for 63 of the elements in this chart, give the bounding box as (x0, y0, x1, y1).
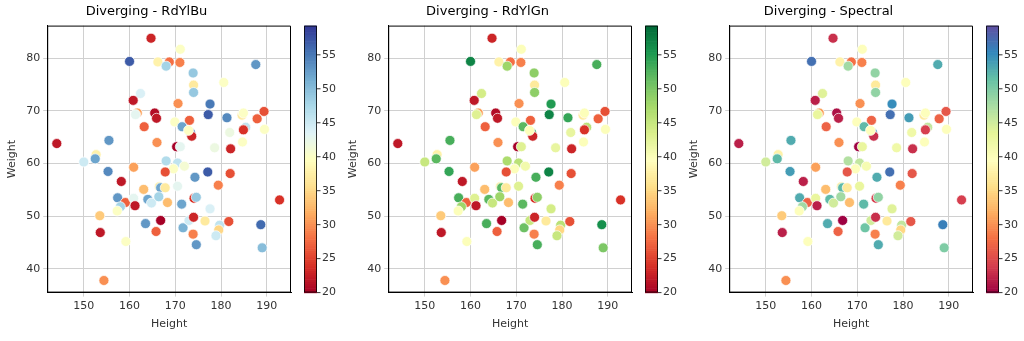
color-bar-label: 50 (1004, 81, 1018, 95)
y-axis-title: Weight (5, 139, 19, 179)
y-tick-label: 70 (26, 103, 41, 117)
y-axis-title: Weight (687, 139, 701, 179)
y-tick-label: 50 (708, 209, 723, 223)
color-bar-label: 30 (1004, 217, 1018, 231)
y-tick-label: 70 (367, 103, 382, 117)
x-axis-title: Height (832, 317, 870, 331)
chart-title: Diverging - RdYlBu (85, 3, 208, 19)
y-tick-label: 50 (367, 209, 382, 223)
color-bar-label: 25 (663, 251, 677, 265)
y-tick-label: 80 (708, 51, 723, 65)
x-tick-label: 190 (938, 299, 960, 313)
chart-title: Diverging - RdYlGn (426, 3, 549, 19)
color-bar-label: 55 (1004, 47, 1018, 61)
color-bar-label: 45 (1004, 115, 1018, 129)
color-bar-label: 50 (322, 81, 336, 95)
chart-title: Diverging - Spectral (763, 3, 894, 19)
x-tick-label: 150 (755, 299, 777, 313)
x-tick-label: 170 (505, 299, 527, 313)
color-bar-label: 20 (663, 285, 677, 299)
x-tick-label: 180 (210, 299, 232, 313)
color-bar-label: 30 (322, 217, 336, 231)
y-tick-label: 60 (26, 156, 41, 170)
y-tick-label: 70 (708, 103, 723, 117)
color-bar-label: 25 (322, 251, 336, 265)
y-tick-label: 80 (26, 51, 41, 65)
y-tick-label: 80 (367, 51, 382, 65)
x-tick-label: 180 (892, 299, 914, 313)
color-bar-label: 40 (1004, 149, 1018, 163)
y-tick-label: 50 (26, 209, 41, 223)
y-tick-label: 40 (367, 261, 382, 275)
x-tick-label: 190 (256, 299, 278, 313)
color-bar-label: 35 (1004, 183, 1018, 197)
x-tick-label: 190 (597, 299, 619, 313)
color-bar-label: 20 (1004, 285, 1018, 299)
color-bar-label: 55 (322, 47, 336, 61)
x-tick-label: 160 (801, 299, 823, 313)
color-bar-label: 50 (663, 81, 677, 95)
color-bar-label: 35 (663, 183, 677, 197)
y-tick-label: 40 (708, 261, 723, 275)
x-tick-label: 180 (551, 299, 573, 313)
y-tick-label: 60 (367, 156, 382, 170)
color-bar-label: 40 (322, 149, 336, 163)
x-axis-title: Height (491, 317, 529, 331)
color-bar-label: 20 (322, 285, 336, 299)
color-bar-label: 40 (663, 149, 677, 163)
color-bar-label: 25 (1004, 251, 1018, 265)
y-tick-label: 40 (26, 261, 41, 275)
color-bar-label: 45 (322, 115, 336, 129)
x-tick-label: 150 (414, 299, 436, 313)
x-tick-label: 160 (119, 299, 141, 313)
color-bar-label: 35 (322, 183, 336, 197)
x-axis-title: Height (150, 317, 188, 331)
x-tick-label: 170 (164, 299, 186, 313)
x-tick-label: 170 (846, 299, 868, 313)
x-tick-label: 160 (460, 299, 482, 313)
y-tick-label: 60 (708, 156, 723, 170)
color-bar-label: 30 (663, 217, 677, 231)
x-tick-label: 150 (73, 299, 95, 313)
color-bar-label: 45 (663, 115, 677, 129)
color-bar-label: 55 (663, 47, 677, 61)
y-axis-title: Weight (346, 139, 360, 179)
